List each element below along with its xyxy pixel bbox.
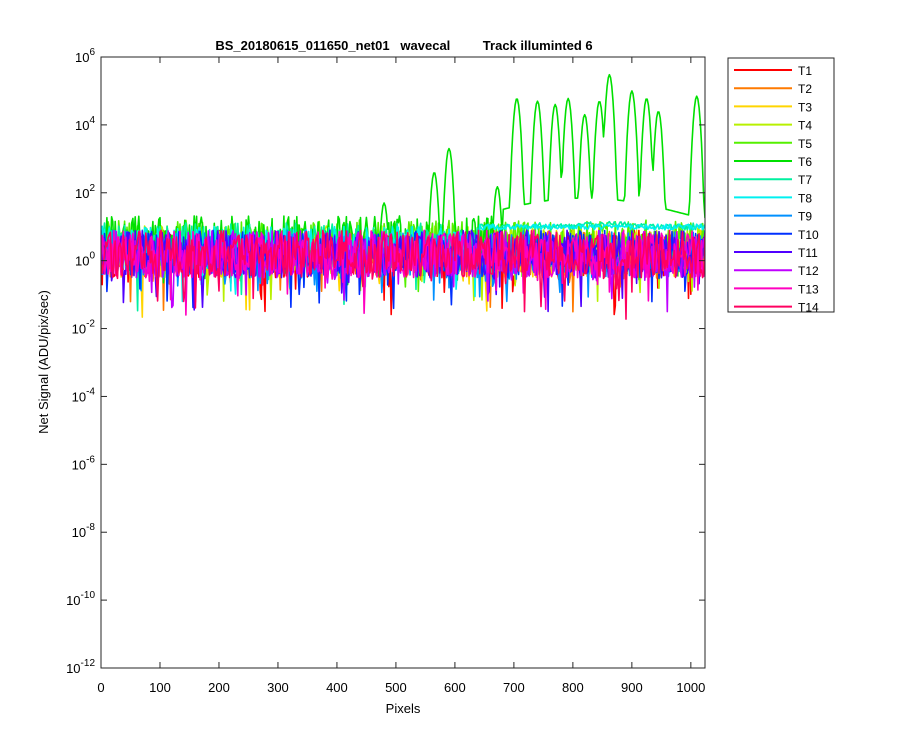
x-tick-label: 800 <box>562 680 584 695</box>
legend-label-t9: T9 <box>798 210 812 224</box>
legend-label-t1: T1 <box>798 64 812 78</box>
y-axis-label: Net Signal (ADU/pix/sec) <box>36 290 51 434</box>
y-tick-label: 10-12 <box>66 658 95 676</box>
y-tick-label: 102 <box>75 183 95 201</box>
legend-label-t6: T6 <box>798 155 812 169</box>
y-tick-label: 10-10 <box>66 590 95 608</box>
legend-label-t3: T3 <box>798 100 812 114</box>
x-tick-label: 900 <box>621 680 643 695</box>
series-line-t13 <box>101 229 705 316</box>
chart-title: BS_20180615_011650_net01 wavecal Track i… <box>215 38 592 53</box>
legend-label-t5: T5 <box>798 137 812 151</box>
x-tick-label: 700 <box>503 680 525 695</box>
plot-area <box>101 73 705 320</box>
y-tick-label: 10-4 <box>72 386 96 404</box>
legend-label-t7: T7 <box>798 173 812 187</box>
legend-label-t12: T12 <box>798 264 819 278</box>
x-tick-label: 600 <box>444 680 466 695</box>
x-tick-label: 400 <box>326 680 348 695</box>
x-axis: 0 100 200 300 400 500 600 700 800 900 1000 <box>97 57 705 695</box>
series-line-t14 <box>101 229 705 320</box>
legend-items: T1 T2 T3 T4 T5 T6 T7 T8 T9 T10 T11 T12 T13 T14 <box>734 64 819 315</box>
y-tick-label: 100 <box>75 251 95 269</box>
x-tick-label: 200 <box>208 680 230 695</box>
legend-label-t14: T14 <box>798 301 819 315</box>
x-tick-label: 1000 <box>676 680 705 695</box>
legend-label-t8: T8 <box>798 191 812 205</box>
y-tick-label: 10-6 <box>72 454 96 472</box>
y-tick-label: 106 <box>75 47 95 65</box>
y-tick-label: 104 <box>75 115 95 133</box>
legend-label-t13: T13 <box>798 282 819 296</box>
legend-label-t11: T11 <box>798 246 818 260</box>
y-axis: 106 104 102 100 10-2 10-4 10-6 10-8 10-10 10-12 <box>66 47 705 676</box>
legend-label-t10: T10 <box>798 228 819 242</box>
x-tick-label: 500 <box>385 680 407 695</box>
plot-frame <box>100 56 706 669</box>
y-tick-label: 10-8 <box>72 522 96 540</box>
x-tick-label: 0 <box>97 680 104 695</box>
x-tick-label: 300 <box>267 680 289 695</box>
y-tick-label: 10-2 <box>72 319 96 337</box>
legend-label-t4: T4 <box>798 119 812 133</box>
x-tick-label: 100 <box>149 680 171 695</box>
legend-label-t2: T2 <box>798 82 812 96</box>
series-layer <box>101 73 705 320</box>
legend: T1 T2 T3 T4 T5 T6 T7 T8 T9 T10 T11 T12 T13 T14 <box>727 57 835 315</box>
x-axis-label: Pixels <box>386 701 421 716</box>
